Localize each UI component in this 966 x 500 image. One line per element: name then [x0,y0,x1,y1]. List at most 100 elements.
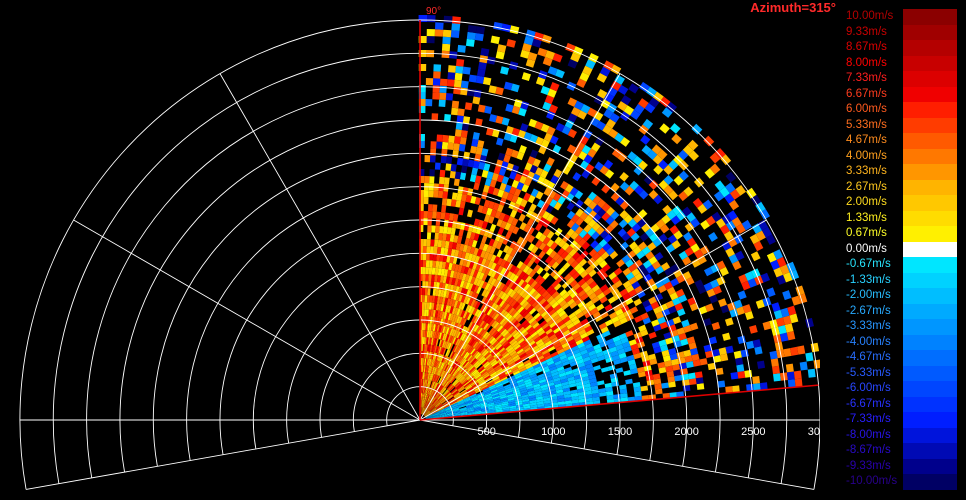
velocity-cell [576,358,585,365]
velocity-cell [455,323,460,331]
velocity-cell [462,311,468,319]
colorbar-swatch [903,443,957,459]
velocity-cell [640,385,649,392]
velocity-cell [470,145,478,154]
velocity-cell [577,391,586,397]
velocity-cell [517,296,525,304]
velocity-cell [528,269,537,278]
velocity-cell [611,148,622,159]
velocity-cell [420,407,422,415]
velocity-cell [567,354,576,361]
velocity-cell [705,215,716,226]
velocity-cell [440,354,444,362]
velocity-cell [420,379,422,387]
velocity-cell [529,164,538,174]
velocity-cell [547,330,555,338]
velocity-cell [669,353,678,361]
velocity-cell [541,349,550,356]
velocity-cell [445,382,451,389]
velocity-cell [444,372,450,380]
velocity-cell [762,321,772,331]
velocity-cell [661,382,669,389]
velocity-cell [489,114,498,123]
velocity-cell [429,253,434,261]
velocity-cell [657,361,666,369]
velocity-cell [666,370,675,378]
velocity-cell [537,376,546,381]
velocity-cell [440,289,445,298]
velocity-cell [422,400,425,408]
velocity-cell [472,350,479,357]
velocity-cell [564,397,572,402]
velocity-cell [425,417,433,419]
velocity-cell [585,397,593,402]
velocity-cell [445,319,450,328]
velocity-cell [585,393,593,399]
velocity-cell [785,363,794,373]
velocity-cell [465,353,472,361]
velocity-cell [459,243,465,252]
velocity-cell [590,357,599,364]
velocity-cell [511,217,519,227]
velocity-cell [547,362,556,369]
velocity-cell [510,299,518,308]
velocity-cell [501,404,509,408]
velocity-cell [596,333,605,341]
velocity-cell [499,374,507,380]
velocity-cell [496,384,504,390]
velocity-cell [426,372,429,380]
velocity-cell [588,280,598,289]
velocity-cell [509,240,517,249]
velocity-cell [569,279,578,288]
velocity-cell [655,311,664,320]
velocity-cell [480,358,487,365]
velocity-cell [520,101,530,110]
velocity-cell [532,322,540,329]
velocity-cell [426,239,431,247]
velocity-cell [473,406,481,410]
velocity-cell [485,397,494,402]
velocity-cell [471,359,478,366]
velocity-cell [471,167,479,176]
velocity-cell [650,301,660,310]
velocity-cell [559,339,568,346]
colorbar-label: 8.00m/s [846,56,887,69]
velocity-cell [468,238,474,247]
velocity-cell [567,256,576,266]
velocity-cell [684,355,693,363]
velocity-cell [575,338,584,346]
velocity-cell [435,403,442,409]
velocity-cell [450,400,457,405]
velocity-cell [535,368,543,374]
velocity-cell [690,218,701,228]
velocity-cell [509,186,517,195]
velocity-cell [516,378,524,384]
velocity-cell [475,75,485,84]
velocity-cell [496,218,504,228]
velocity-cell [480,329,487,337]
velocity-cell [483,214,491,223]
velocity-cell [489,385,497,391]
velocity-cell [572,332,581,339]
velocity-cell [572,282,581,291]
velocity-cell [498,390,506,395]
velocity-cell [676,211,687,221]
velocity-cell [605,246,615,256]
velocity-cell [454,346,460,354]
velocity-cell [603,92,615,103]
velocity-cell [462,342,468,350]
velocity-cell [551,324,559,331]
velocity-cell [440,362,444,370]
velocity-cell [425,260,430,268]
velocity-cell [492,340,500,347]
velocity-cell [421,407,424,415]
velocity-cell [551,290,560,299]
velocity-cell [581,144,592,155]
velocity-cell [617,348,626,355]
velocity-cell [694,371,703,379]
velocity-cell [510,282,518,291]
velocity-cell [646,86,657,98]
velocity-cell [449,320,454,329]
velocity-cell [433,374,437,382]
velocity-cell [585,265,594,274]
